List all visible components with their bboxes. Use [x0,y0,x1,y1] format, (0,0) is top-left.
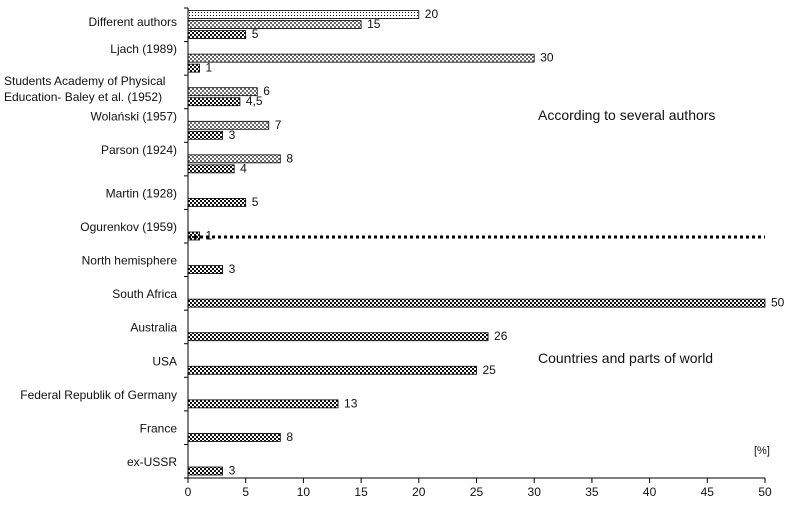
category-label: Students Academy of Physical [4,74,165,88]
bar-value-label: 13 [344,396,358,410]
bar [187,30,247,39]
bar-value-label: 5 [252,195,259,209]
category-label: Federal Republik of Germany [20,388,177,402]
bar [187,63,200,73]
category-label: Education- Baley et al. (1952) [4,90,162,104]
bar [187,154,281,164]
bar-value-label: 3 [229,262,236,276]
x-axis-tick-labels: 0 5 10 15 20 25 30 35 40 45 50 [185,485,772,499]
bar [187,332,489,342]
x-tick-label: 5 [242,485,249,499]
bar [187,97,241,107]
category-labels: Different authors Ljach (1989) Students Ac… [4,15,177,469]
bar-value-label: 1 [206,229,213,243]
bar [187,130,224,140]
bar-value-label: 26 [494,329,508,343]
bar-value-label: 6 [263,84,270,98]
bar [187,265,224,274]
bar [187,10,420,19]
category-label: Different authors [89,15,178,29]
category-label: Ljach (1989) [110,42,177,56]
x-tick-label: 20 [412,485,426,499]
x-tick-label: 30 [528,485,542,499]
bar [187,466,224,476]
bar-value-label: 3 [229,128,236,142]
y-axis-ticks [184,7,188,479]
bar-value-label: 50 [771,296,785,310]
category-label: ex-USSR [127,455,177,469]
x-tick-label: 15 [354,485,368,499]
bar [187,164,235,174]
bar [187,53,535,63]
x-tick-label: 10 [297,485,311,499]
x-tick-label: 35 [585,485,599,499]
category-label: Australia [130,321,177,335]
bars [187,10,766,476]
bar-value-label: 1 [206,61,213,75]
bar-value-label: 4,5 [246,94,263,108]
bar-value-label: 20 [425,7,439,21]
bar-value-label: 8 [286,151,293,165]
annotation-lower: Countries and parts of world [538,350,713,366]
x-axis-ticks [187,478,766,483]
bar-value-label: 4 [240,161,247,175]
bar-value-label: 30 [540,51,554,65]
category-label: Martin (1928) [106,186,177,200]
bar-value-label: 3 [229,464,236,478]
unit-label: [%] [754,445,770,457]
bar [187,298,766,308]
x-tick-label: 50 [758,485,772,499]
category-label: Wolański (1957) [91,109,177,123]
bar [187,433,281,442]
bar-value-label: 8 [286,430,293,444]
category-label: South Africa [112,287,177,301]
bar-value-label: 15 [367,17,381,31]
bar-value-label: 5 [252,27,259,41]
bar [187,399,339,409]
category-label: USA [152,354,177,368]
category-label: France [140,421,178,435]
x-tick-label: 25 [470,485,484,499]
x-tick-label: 0 [185,485,192,499]
bar [187,198,247,207]
bar [187,20,362,29]
x-tick-label: 40 [643,485,657,499]
category-label: Parson (1924) [101,143,177,157]
bar-value-label: 25 [483,363,497,377]
category-label: North hemisphere [82,254,178,268]
bar-value-label: 7 [275,118,282,132]
x-tick-label: 45 [701,485,715,499]
bar [187,365,477,375]
category-label: Ogurenkov (1959) [80,220,177,234]
annotation-upper: According to several authors [538,107,715,123]
